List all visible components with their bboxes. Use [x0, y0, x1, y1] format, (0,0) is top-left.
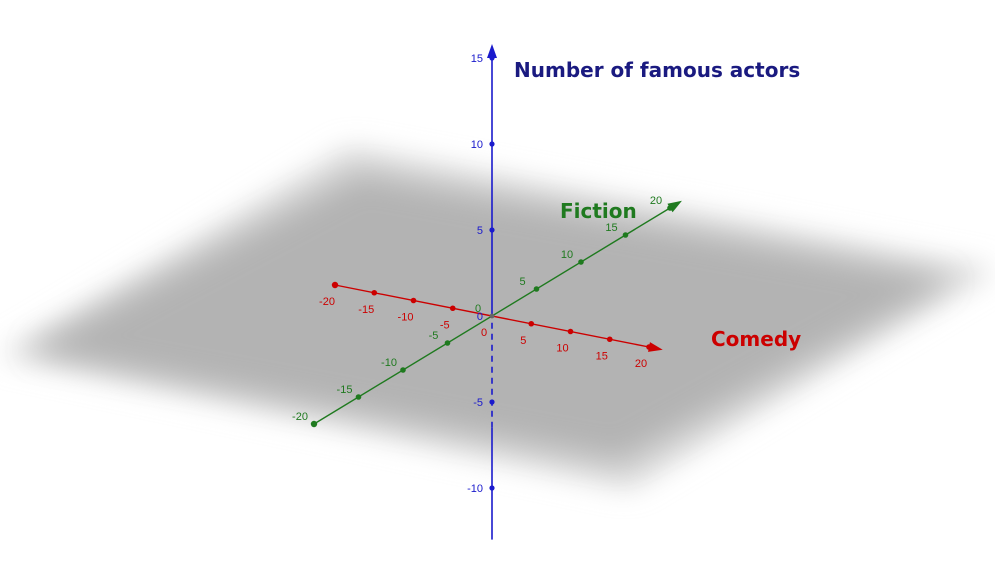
z-axis-tick — [489, 141, 495, 147]
fiction-axis-tick — [667, 205, 673, 211]
z-axis-arrow — [487, 44, 497, 58]
comedy-axis[interactable]: -20 -15 -10 -5 0 5 10 15 20 — [319, 281, 663, 370]
z-axis-tick — [489, 399, 495, 405]
comedy-axis-tick-label: 10 — [556, 343, 568, 355]
fiction-axis-tick-label: -20 — [292, 411, 308, 423]
comedy-axis-tick-label: 5 — [520, 335, 526, 347]
fiction-axis-tick-label: 0 — [475, 303, 481, 315]
fiction-axis-tick — [355, 394, 362, 400]
z-axis-tick-label: -5 — [473, 397, 483, 409]
comedy-axis-tick-label: -5 — [440, 319, 450, 331]
comedy-axis-tick-label: 20 — [635, 358, 647, 370]
z-axis-tick-label: -10 — [467, 483, 483, 495]
fiction-axis-tick-label: 15 — [605, 222, 617, 234]
z-axis-tick-label: 5 — [477, 225, 483, 237]
fiction-axis-tick — [444, 340, 451, 346]
fiction-axis-tick-label: -5 — [429, 330, 439, 342]
comedy-axis-tick-label: -10 — [398, 312, 414, 324]
fiction-axis-tick-label: -15 — [337, 384, 353, 396]
z-axis-tick-label: 10 — [471, 139, 483, 151]
origin-point — [489, 313, 495, 319]
fiction-axis-tick — [400, 367, 406, 373]
comedy-axis-tick — [646, 344, 652, 350]
fiction-axis-tick-label: -10 — [381, 357, 397, 369]
fiction-axis-title: Fiction — [560, 199, 637, 223]
fiction-axis-tick — [310, 420, 318, 428]
fiction-axis-tick-label: 20 — [650, 195, 662, 207]
fiction-axis-tick-label: 10 — [561, 249, 573, 261]
comedy-axis-tick-label: 15 — [596, 350, 608, 362]
comedy-axis-tick — [371, 289, 378, 296]
comedy-axis-tick — [410, 297, 417, 304]
comedy-axis-tick-label: -20 — [319, 296, 335, 308]
comedy-axis-tick — [331, 281, 339, 289]
fiction-axis-tick — [533, 286, 540, 292]
z-axis-title: Number of famous actors — [514, 58, 800, 82]
fiction-axis-tick-label: 5 — [519, 276, 525, 288]
fiction-axis-tick — [578, 259, 584, 265]
fiction-axis-tick — [622, 232, 629, 238]
comedy-axis-tick — [449, 305, 456, 312]
z-axis-tick — [489, 485, 495, 491]
xy-plane — [0, 148, 995, 488]
z-axis-tick-label: 0 — [477, 311, 483, 323]
comedy-axis-tick — [606, 336, 613, 343]
comedy-axis-tick-label: 0 — [481, 327, 487, 339]
comedy-axis-tick — [528, 320, 535, 327]
comedy-axis-tick — [567, 328, 574, 335]
z-axis-tick-label: 15 — [471, 53, 483, 65]
z-axis-negative-part: -10 -5 — [467, 316, 495, 540]
z-axis-tick — [489, 55, 495, 61]
z-axis-positive-part[interactable]: 0 5 10 15 — [471, 44, 497, 323]
comedy-axis-arrow — [648, 342, 663, 352]
z-axis-tick — [489, 227, 495, 233]
comedy-axis-title: Comedy — [711, 327, 801, 351]
comedy-axis-tick-label: -15 — [358, 304, 374, 316]
